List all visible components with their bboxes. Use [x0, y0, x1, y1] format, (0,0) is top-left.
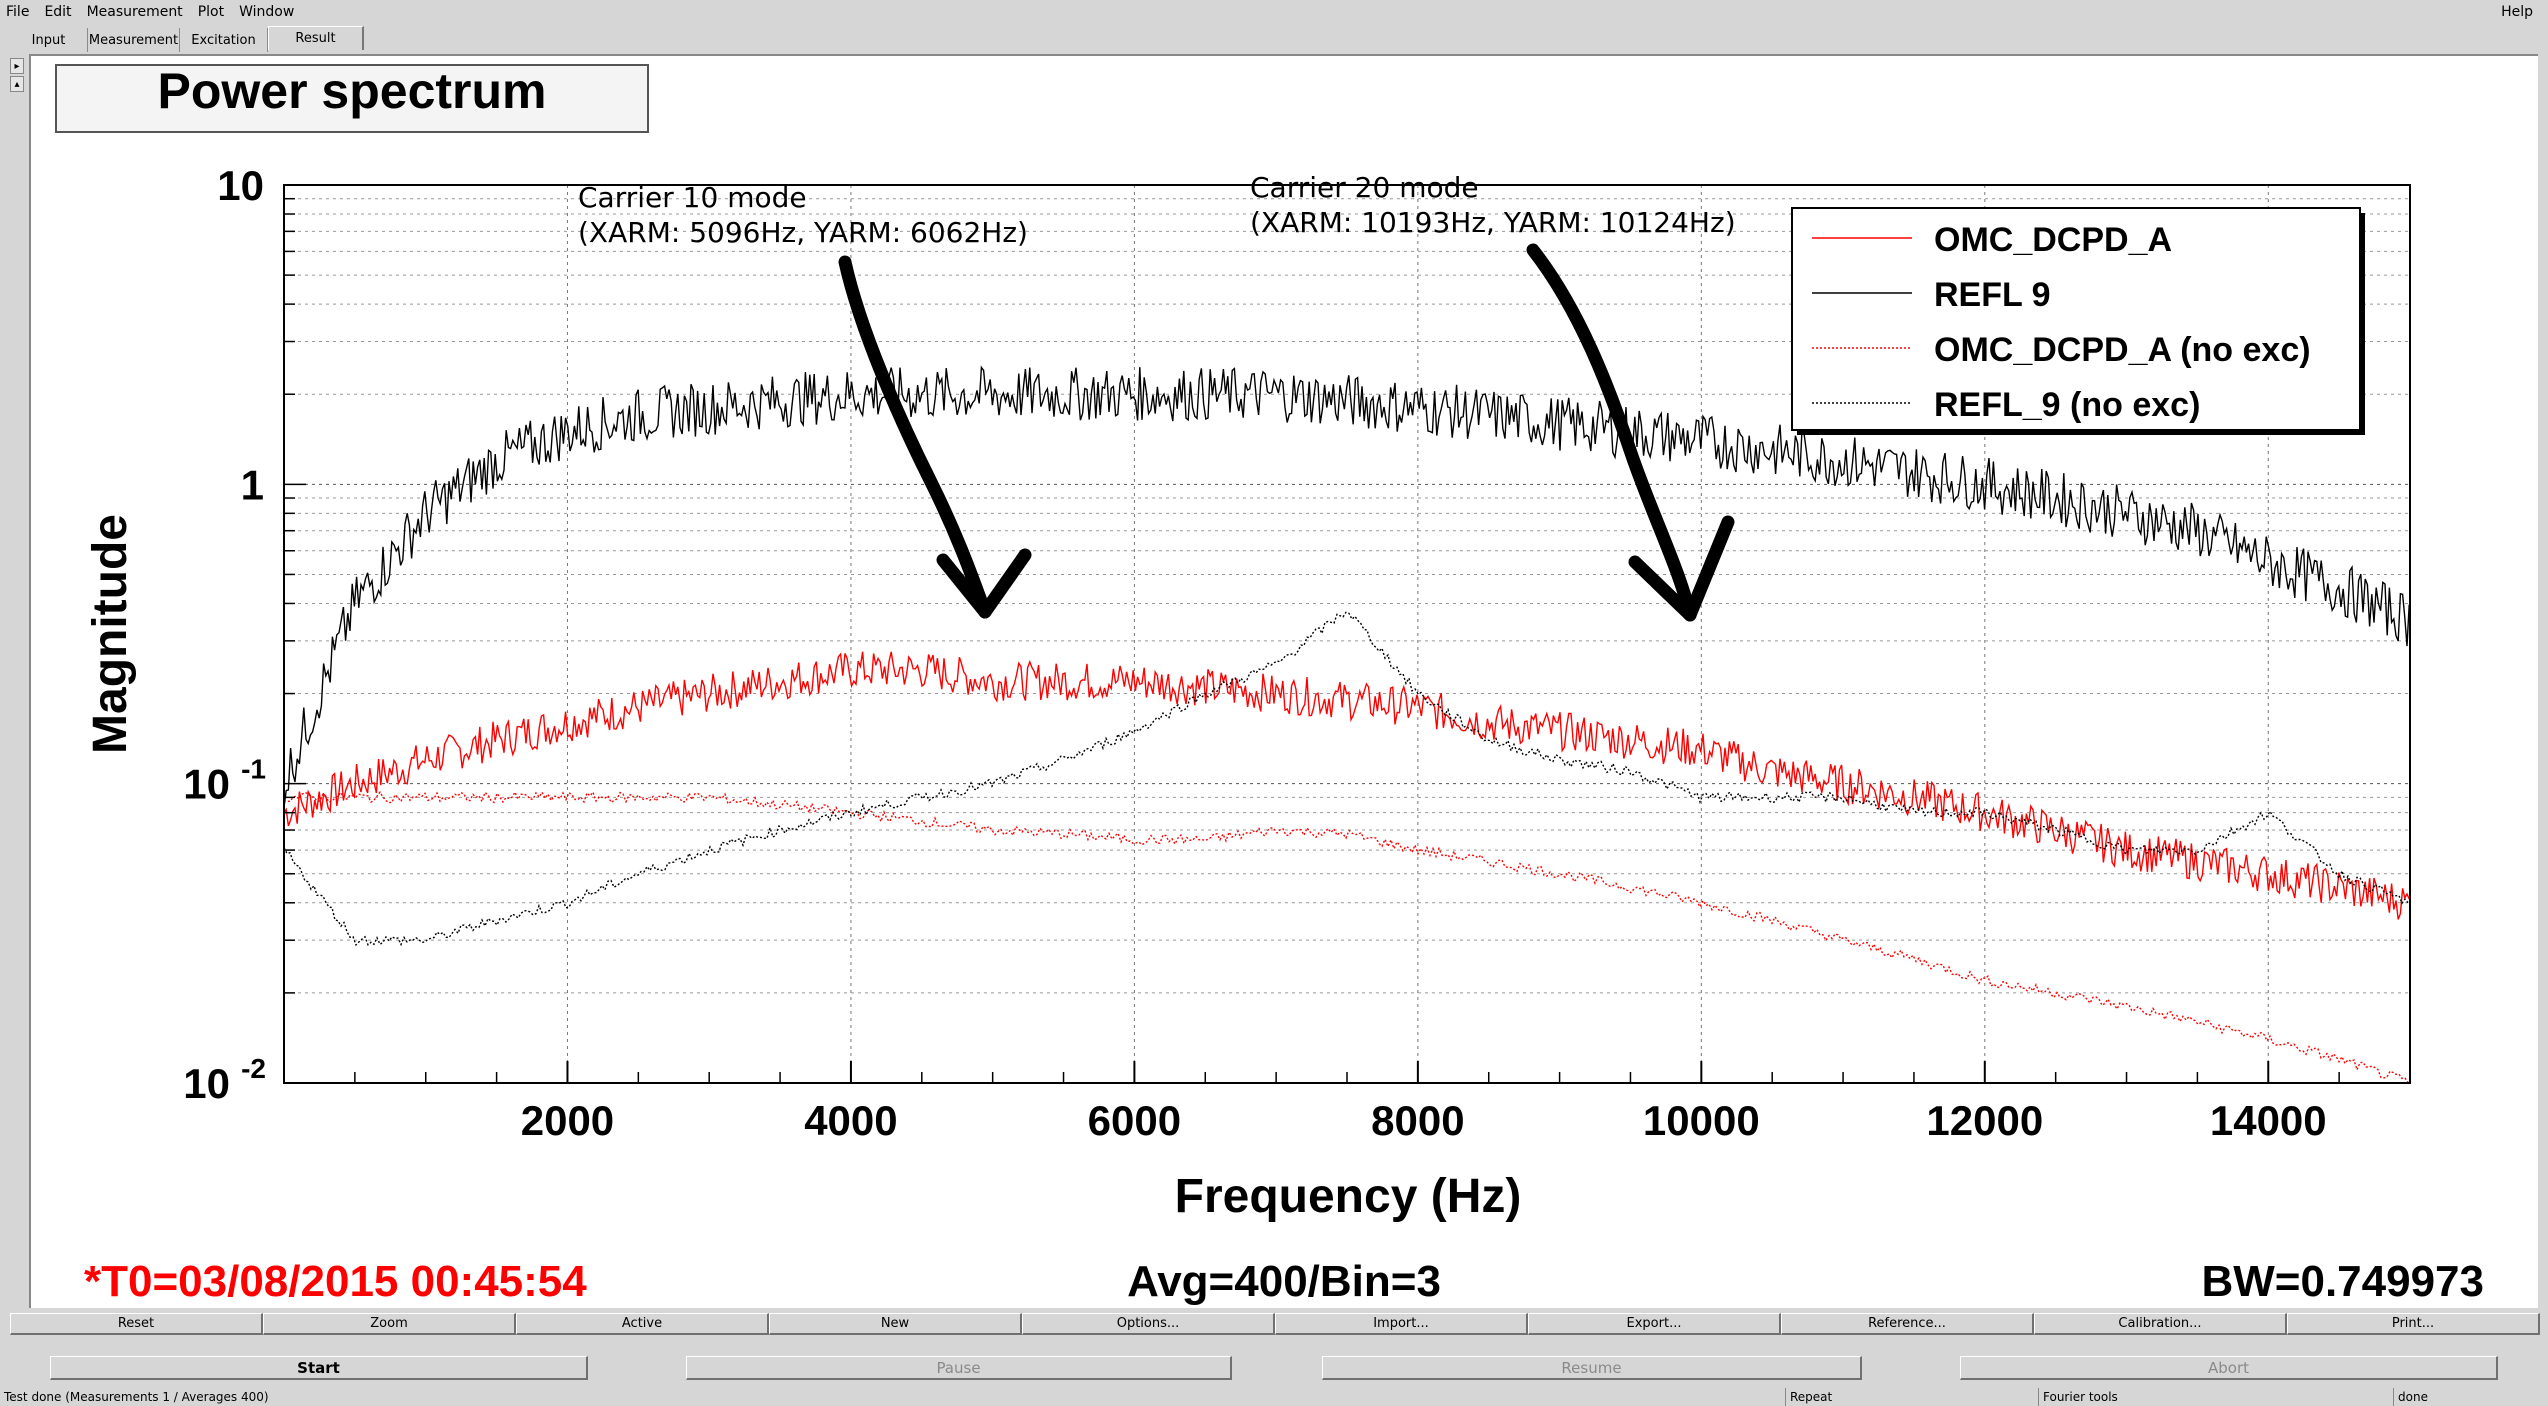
tab-measurement[interactable]: Measurement	[88, 28, 180, 52]
x-tick-label: 10000	[1643, 1097, 1760, 1144]
pause-button[interactable]: Pause	[686, 1356, 1232, 1380]
menu-bar: File Edit Measurement Plot Window Help	[0, 0, 2548, 24]
legend-label: REFL 9	[1934, 276, 2051, 314]
y-tick-exponent: -1	[241, 754, 266, 785]
annotation-carrier10-line2: (XARM: 5096Hz, YARM: 6062Hz)	[578, 216, 1028, 249]
x-tick-label: 12000	[1926, 1097, 2043, 1144]
y-axis-label: Magnitude	[84, 514, 137, 754]
zoom-button[interactable]: Zoom	[263, 1313, 516, 1335]
x-tick-label: 2000	[521, 1097, 614, 1144]
legend-label: OMC_DCPD_A	[1934, 221, 2172, 259]
plot-title: Power spectrum	[157, 63, 546, 119]
legend: OMC_DCPD_A REFL 9 OMC_DCPD_A (no exc) REFL_…	[1791, 207, 2365, 435]
tab-result[interactable]: Result	[268, 26, 364, 50]
reference-button[interactable]: Reference...	[1781, 1313, 2034, 1335]
tab-bar: Input Measurement Excitation Result	[0, 26, 2548, 52]
plot-title-box: Power spectrum	[55, 63, 649, 133]
menu-window[interactable]: Window	[239, 4, 295, 20]
resume-button[interactable]: Resume	[1322, 1356, 1862, 1380]
info-averages: Avg=400/Bin=3	[1127, 1257, 1441, 1306]
active-button[interactable]: Active	[516, 1313, 769, 1335]
legend-box	[1791, 207, 2361, 431]
abort-button[interactable]: Abort	[1960, 1356, 2498, 1380]
annotation-carrier20-line2: (XARM: 10193Hz, YARM: 10124Hz)	[1250, 206, 1736, 239]
tab-excitation[interactable]: Excitation	[180, 28, 268, 52]
x-axis-label: Frequency (Hz)	[1175, 1170, 1522, 1223]
menu-edit[interactable]: Edit	[44, 4, 72, 20]
menu-file[interactable]: File	[6, 4, 30, 20]
series-line	[284, 790, 2409, 1083]
x-tick-label: 8000	[1371, 1097, 1464, 1144]
annotation-carrier20-line1: Carrier 20 mode	[1250, 171, 1479, 204]
menu-help[interactable]: Help	[2501, 4, 2533, 20]
export-button[interactable]: Export...	[1528, 1313, 1781, 1335]
new-button[interactable]: New	[769, 1313, 1022, 1335]
info-time: *T0=03/08/2015 00:45:54	[84, 1257, 587, 1306]
plot-button-row: Reset Zoom Active New Options... Import.…	[10, 1313, 2540, 1337]
status-bar: Test done (Measurements 1 / Averages 400…	[0, 1386, 2548, 1406]
status-main: Test done (Measurements 1 / Averages 400…	[4, 1390, 269, 1404]
calibration-button[interactable]: Calibration...	[2034, 1313, 2287, 1335]
expand-arrow-icon[interactable]: ▸	[10, 58, 24, 74]
reset-button[interactable]: Reset	[10, 1313, 263, 1335]
x-tick-label: 6000	[1088, 1097, 1181, 1144]
y-tick-exponent: -2	[241, 1053, 266, 1084]
series-line	[284, 611, 2409, 947]
y-tick-label: 10	[183, 1060, 230, 1107]
menu-plot[interactable]: Plot	[197, 4, 225, 20]
annotations: Carrier 10 mode (XARM: 5096Hz, YARM: 606…	[578, 171, 1736, 622]
y-tick-label: 10	[217, 162, 264, 209]
series-line	[284, 651, 2410, 920]
legend-label: OMC_DCPD_A (no exc)	[1934, 331, 2311, 369]
menu-measurement[interactable]: Measurement	[86, 4, 183, 20]
series-layer	[284, 365, 2410, 1083]
y-tick-label: 10	[183, 761, 230, 808]
import-button[interactable]: Import...	[1275, 1313, 1528, 1335]
annotation-carrier10-line1: Carrier 10 mode	[578, 181, 807, 214]
arrow-carrier10-icon	[838, 255, 992, 619]
axis-ticks: 2000 4000 6000 8000 10000 12000 14000 10 -2 10 -1 1…	[183, 162, 2340, 1144]
info-bandwidth: BW=0.749973	[2201, 1257, 2484, 1306]
x-tick-label: 14000	[2210, 1097, 2327, 1144]
collapse-arrow-icon[interactable]: ▴	[10, 76, 24, 92]
status-repeat: Repeat	[1785, 1388, 2038, 1406]
arrowhead-carrier10-icon	[936, 548, 1032, 619]
status-tools: Fourier tools	[2038, 1388, 2393, 1406]
options-button[interactable]: Options...	[1022, 1313, 1275, 1335]
print-button[interactable]: Print...	[2287, 1313, 2540, 1335]
y-tick-label: 1	[241, 461, 264, 508]
legend-label: REFL_9 (no exc)	[1934, 386, 2200, 424]
start-button[interactable]: Start	[50, 1356, 588, 1380]
x-tick-label: 4000	[804, 1097, 897, 1144]
status-state: done	[2393, 1388, 2548, 1406]
arrowhead-carrier20-icon	[1628, 515, 1735, 622]
tab-input[interactable]: Input	[10, 28, 88, 52]
series-line	[284, 365, 2410, 808]
arrow-carrier20-icon	[1526, 243, 1697, 622]
